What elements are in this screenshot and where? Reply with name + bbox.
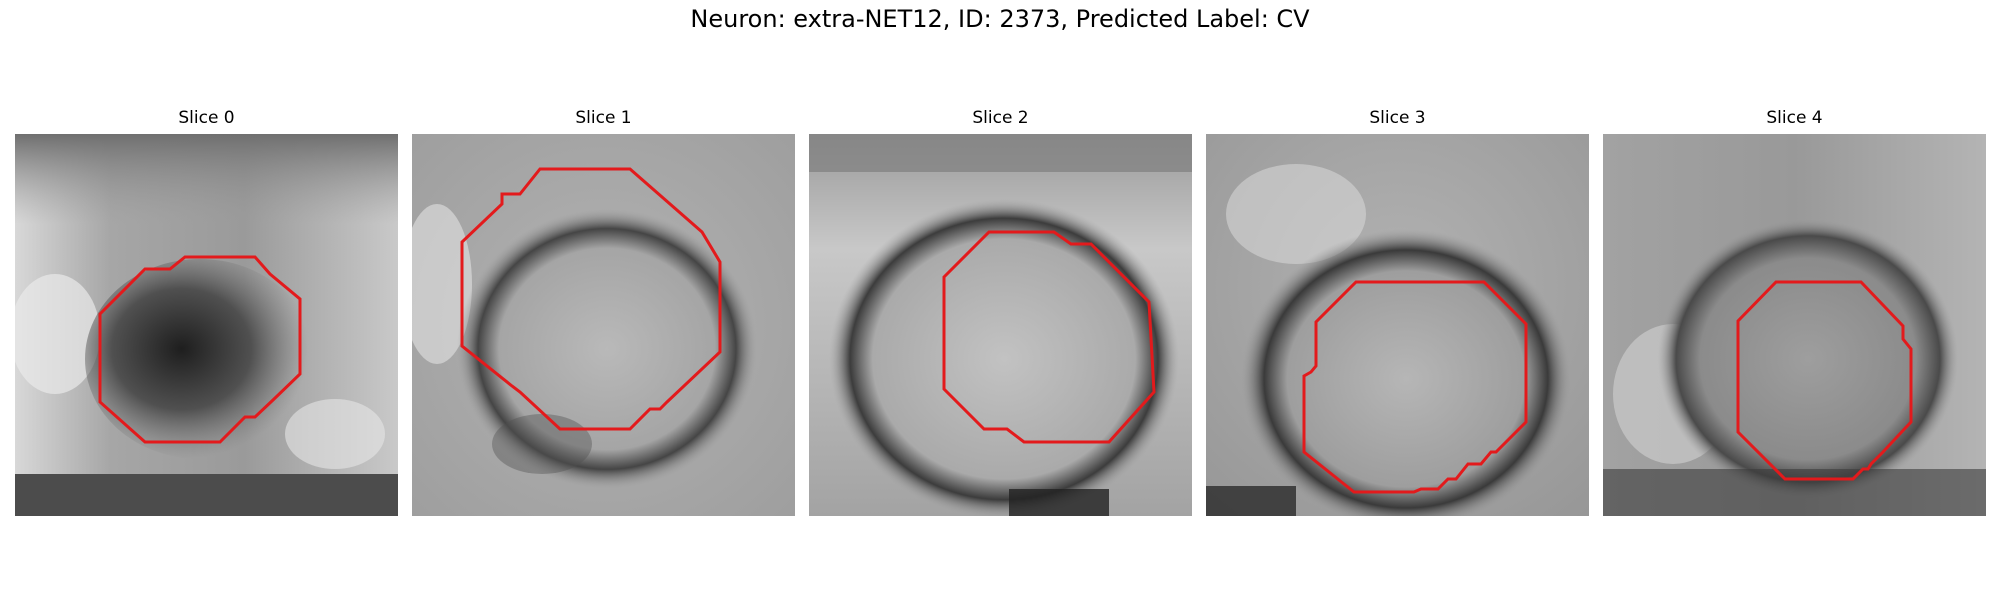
slice-1-cell-ring — [457, 209, 757, 489]
slice-3-bottom-dark — [1206, 486, 1296, 516]
slice-0-contour — [98, 255, 302, 444]
slice-title-1: Slice 1 — [575, 108, 632, 128]
slice-title-4: Slice 4 — [1766, 108, 1823, 128]
slice-panel-3: Slice 3 — [1206, 108, 1589, 516]
slice-1-inner-dark — [492, 414, 592, 474]
slice-2-top-dark — [809, 134, 1192, 172]
slice-1-contour — [460, 167, 722, 431]
slice-0-bottom-band — [15, 474, 398, 516]
slice-0-bright-right — [285, 399, 385, 469]
slice-panel-1: Slice 1 — [412, 108, 795, 516]
slice-0-dark-region — [85, 259, 315, 459]
slice-title-3: Slice 3 — [1369, 108, 1426, 128]
slice-0-bright-left — [15, 274, 100, 394]
slice-4-contour — [1736, 280, 1913, 481]
slice-3-cell-ring — [1241, 229, 1571, 516]
slice-image-0 — [15, 134, 398, 516]
slice-image-2 — [809, 134, 1192, 516]
slice-4-cell-ring — [1658, 219, 1958, 499]
slice-panel-0: Slice 0 — [15, 108, 398, 516]
slice-panel-2: Slice 2 — [809, 108, 1192, 516]
slice-2-contour — [942, 230, 1156, 444]
slice-title-2: Slice 2 — [972, 108, 1029, 128]
slice-4-bottom-dark — [1603, 469, 1986, 516]
slice-1-bright-left — [412, 204, 472, 364]
slice-image-1 — [412, 134, 795, 516]
slice-2-bottom-dark — [1009, 489, 1109, 516]
slice-3-contour — [1302, 280, 1528, 494]
slice-image-3 — [1206, 134, 1589, 516]
slice-image-4 — [1603, 134, 1986, 516]
slice-title-0: Slice 0 — [178, 108, 235, 128]
slice-0-top-band — [15, 134, 398, 224]
slice-2-cell-ring — [829, 199, 1179, 516]
figure-title: Neuron: extra-NET12, ID: 2373, Predicted… — [690, 5, 1310, 33]
slice-3-bright-top-left — [1226, 164, 1366, 264]
slice-panel-4: Slice 4 — [1603, 108, 1986, 516]
